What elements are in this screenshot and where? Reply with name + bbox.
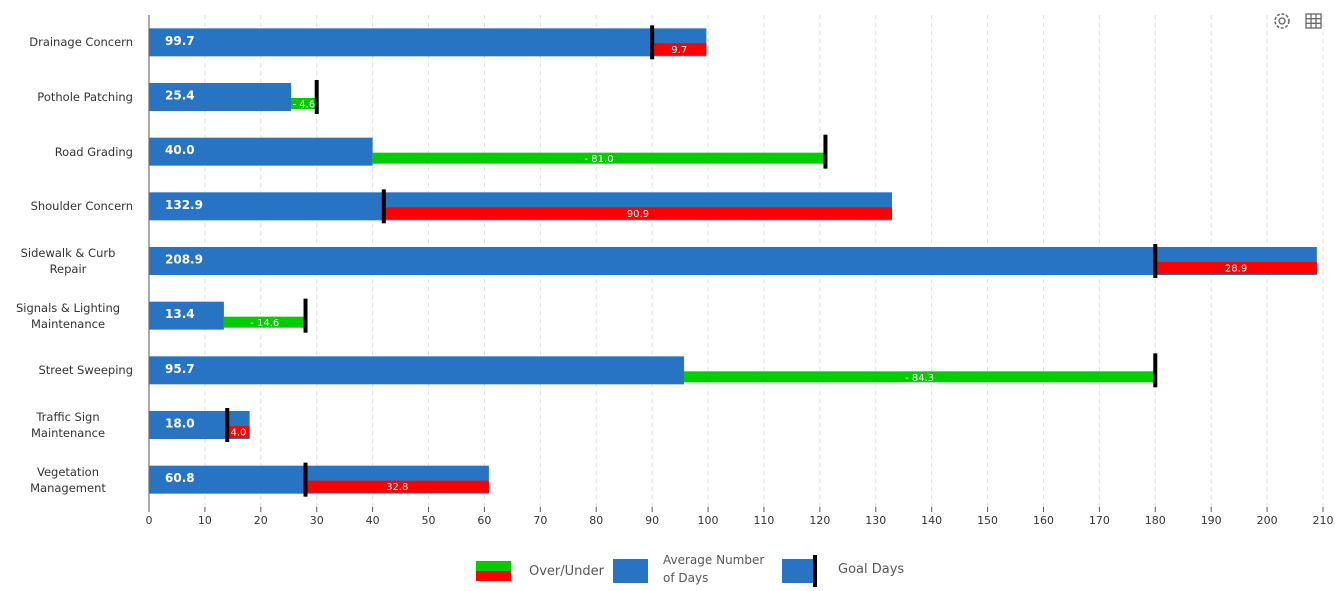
- data-label: 18.0: [165, 417, 195, 431]
- y-tick-label: Road Grading: [0, 132, 133, 172]
- x-tick-label: 30: [310, 514, 324, 527]
- y-tick-text: Sidewalk & Curb Repair: [20, 246, 116, 276]
- goal-marker: [1153, 244, 1158, 278]
- x-tick-label: 160: [1033, 514, 1054, 527]
- over-under-bar: [305, 480, 489, 493]
- bar: [149, 356, 685, 385]
- over-under-label: 28.9: [1225, 264, 1247, 275]
- x-tick-label: 170: [1089, 514, 1110, 527]
- bar: [149, 137, 373, 166]
- data-label: 13.4: [165, 307, 195, 321]
- over-under-label: - 81.0: [585, 154, 614, 165]
- x-tick-label: 0: [146, 514, 153, 527]
- x-tick-label: 90: [645, 514, 659, 527]
- y-tick-label: Drainage Concern: [0, 22, 133, 62]
- data-label: 40.0: [165, 143, 195, 157]
- y-tick-label: Traffic Sign Maintenance: [0, 405, 133, 445]
- y-tick-label: Sidewalk & Curb Repair: [0, 241, 133, 281]
- legend-swatch-goal: [782, 559, 815, 583]
- data-label: 95.7: [165, 362, 195, 376]
- legend-swatch-over: [476, 571, 511, 581]
- over-under-bar: [290, 98, 317, 109]
- y-tick-text: Drainage Concern: [29, 35, 133, 50]
- x-tick-label: 10: [198, 514, 212, 527]
- x-tick-label: 200: [1257, 514, 1278, 527]
- over-under-label: 4.0: [230, 428, 246, 439]
- x-tick-label: 20: [254, 514, 268, 527]
- over-under-bar: [227, 426, 250, 438]
- y-tick-text: Signals & Lighting Maintenance: [15, 300, 121, 331]
- legend-swatch-avg: [613, 559, 648, 583]
- y-tick-text: Shoulder Concern: [30, 199, 133, 214]
- data-label: 208.9: [165, 253, 203, 267]
- x-tick-label: 210: [1313, 514, 1334, 527]
- x-tick-label: 180: [1145, 514, 1166, 527]
- goal-marker: [1153, 353, 1158, 388]
- data-label: 60.8: [165, 471, 195, 485]
- over-under-bar: [684, 371, 1156, 383]
- legend-label: Goal Days: [838, 562, 905, 577]
- x-tick-label: 190: [1201, 514, 1222, 527]
- over-under-label: - 4.6: [293, 100, 316, 111]
- over-under-label: 32.8: [386, 482, 408, 493]
- bar: [149, 83, 291, 111]
- over-under-bar: [223, 316, 306, 328]
- y-tick-label: Street Sweeping: [0, 350, 133, 390]
- x-tick-label: 140: [921, 514, 942, 527]
- legend-swatch-goal-marker: [813, 555, 817, 587]
- bar: [149, 28, 707, 57]
- goal-marker: [823, 134, 828, 169]
- goal-marker: [314, 80, 319, 114]
- x-tick-label: 120: [809, 514, 830, 527]
- y-tick-label: Signals & Lighting Maintenance: [0, 296, 133, 336]
- legend-label: Average Number of Days: [663, 553, 765, 585]
- x-tick-label: 130: [865, 514, 886, 527]
- over-under-label: 90.9: [627, 209, 649, 220]
- data-label: 132.9: [165, 198, 203, 212]
- bar: [149, 301, 224, 330]
- over-under-label: 9.7: [671, 45, 687, 56]
- goal-marker: [303, 298, 308, 333]
- y-tick-label: Shoulder Concern: [0, 186, 133, 226]
- x-tick-label: 100: [698, 514, 719, 527]
- goal-marker: [303, 462, 308, 497]
- over-under-label: - 14.6: [250, 318, 279, 329]
- x-tick-label: 70: [533, 514, 547, 527]
- y-tick-label: Pothole Patching: [0, 77, 133, 117]
- y-tick-text: Street Sweeping: [38, 363, 133, 378]
- y-tick-label: Vegetation Management: [0, 460, 133, 500]
- goal-marker: [650, 25, 655, 60]
- goal-marker: [381, 189, 386, 224]
- x-tick-label: 150: [977, 514, 998, 527]
- over-under-label: - 84.3: [905, 373, 934, 384]
- table-icon[interactable]: [1305, 13, 1322, 29]
- data-label: 99.7: [165, 34, 195, 48]
- bar: [149, 247, 1317, 275]
- over-under-bar: [652, 43, 707, 56]
- y-tick-text: Pothole Patching: [37, 90, 133, 104]
- over-under-bar: [372, 152, 826, 164]
- legend-label: Over/Under: [529, 564, 604, 579]
- goal-marker: [225, 408, 230, 442]
- x-tick-label: 80: [589, 514, 603, 527]
- y-tick-text: Traffic Sign Maintenance: [30, 410, 106, 440]
- y-tick-text: Road Grading: [54, 144, 133, 159]
- x-tick-label: 40: [366, 514, 380, 527]
- over-under-bar: [383, 207, 892, 220]
- legend-swatch-under: [476, 561, 511, 571]
- x-tick-label: 50: [422, 514, 436, 527]
- y-tick-text: Vegetation Management: [30, 464, 106, 495]
- data-label: 25.4: [165, 89, 195, 103]
- over-under-bar: [1155, 262, 1317, 274]
- settings-icon[interactable]: [1274, 13, 1290, 29]
- x-tick-label: 110: [753, 514, 774, 527]
- x-tick-label: 60: [477, 514, 491, 527]
